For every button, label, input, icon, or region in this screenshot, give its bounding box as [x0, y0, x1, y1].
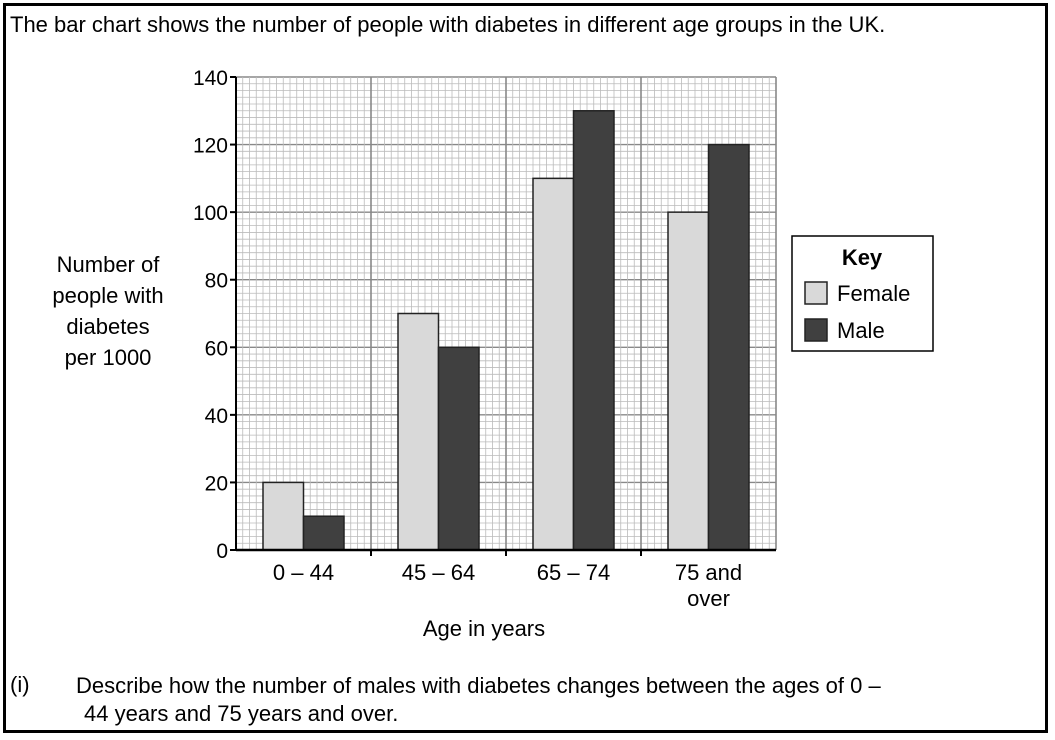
- x-category-label: 45 – 64: [402, 560, 475, 585]
- x-axis-title: Age in years: [423, 616, 545, 641]
- legend-title: Key: [842, 245, 883, 270]
- question-frame: [3, 3, 1048, 733]
- question-number: (i): [10, 672, 30, 697]
- question-line-1: Describe how the number of males with di…: [76, 673, 881, 698]
- bar-female-0: [262, 481, 305, 551]
- legend-swatch-male: [804, 318, 828, 342]
- y-axis-title-line: Number of: [57, 252, 161, 277]
- y-tick-label: 80: [205, 270, 228, 293]
- question-text: Describe how the number of males with di…: [76, 672, 1016, 728]
- y-tick-label: 40: [205, 405, 228, 428]
- y-tick-label: 140: [193, 67, 228, 90]
- intro-text: The bar chart shows the number of people…: [10, 12, 886, 37]
- y-tick-label: 60: [205, 337, 228, 360]
- x-category-label: 75 and: [675, 560, 742, 585]
- legend-swatch-female: [804, 281, 828, 305]
- bar-male-1: [437, 346, 480, 551]
- y-tick-label: 120: [193, 135, 228, 158]
- bar-female-2: [532, 177, 575, 551]
- chart-axes: [230, 76, 776, 556]
- y-tick-label: 100: [193, 202, 228, 225]
- x-category-label: 65 – 74: [537, 560, 610, 585]
- bar-male-3: [707, 143, 750, 551]
- bar-male-0: [302, 515, 345, 551]
- question-line-2: 44 years and 75 years and over.: [84, 701, 399, 726]
- bar-female-1: [397, 312, 440, 551]
- legend-label-male: Male: [837, 318, 885, 343]
- x-category-label: 0 – 44: [273, 560, 334, 585]
- y-tick-label: 20: [205, 472, 228, 495]
- y-tick-label: 0: [216, 540, 228, 563]
- y-axis-title-line: diabetes: [66, 314, 149, 339]
- y-axis-title-line: people with: [52, 283, 163, 308]
- x-category-label: over: [687, 586, 730, 611]
- bar-male-2: [572, 110, 615, 551]
- chart-legend: Key Female Male: [791, 235, 934, 352]
- bar-female-3: [667, 211, 710, 551]
- legend-label-female: Female: [837, 281, 910, 306]
- chart-labels: 0 20 40 60 80 100 120 140 0 – 44 45 – 64 65 – 74 75…: [52, 67, 742, 641]
- y-axis-title-line: per 1000: [65, 345, 152, 370]
